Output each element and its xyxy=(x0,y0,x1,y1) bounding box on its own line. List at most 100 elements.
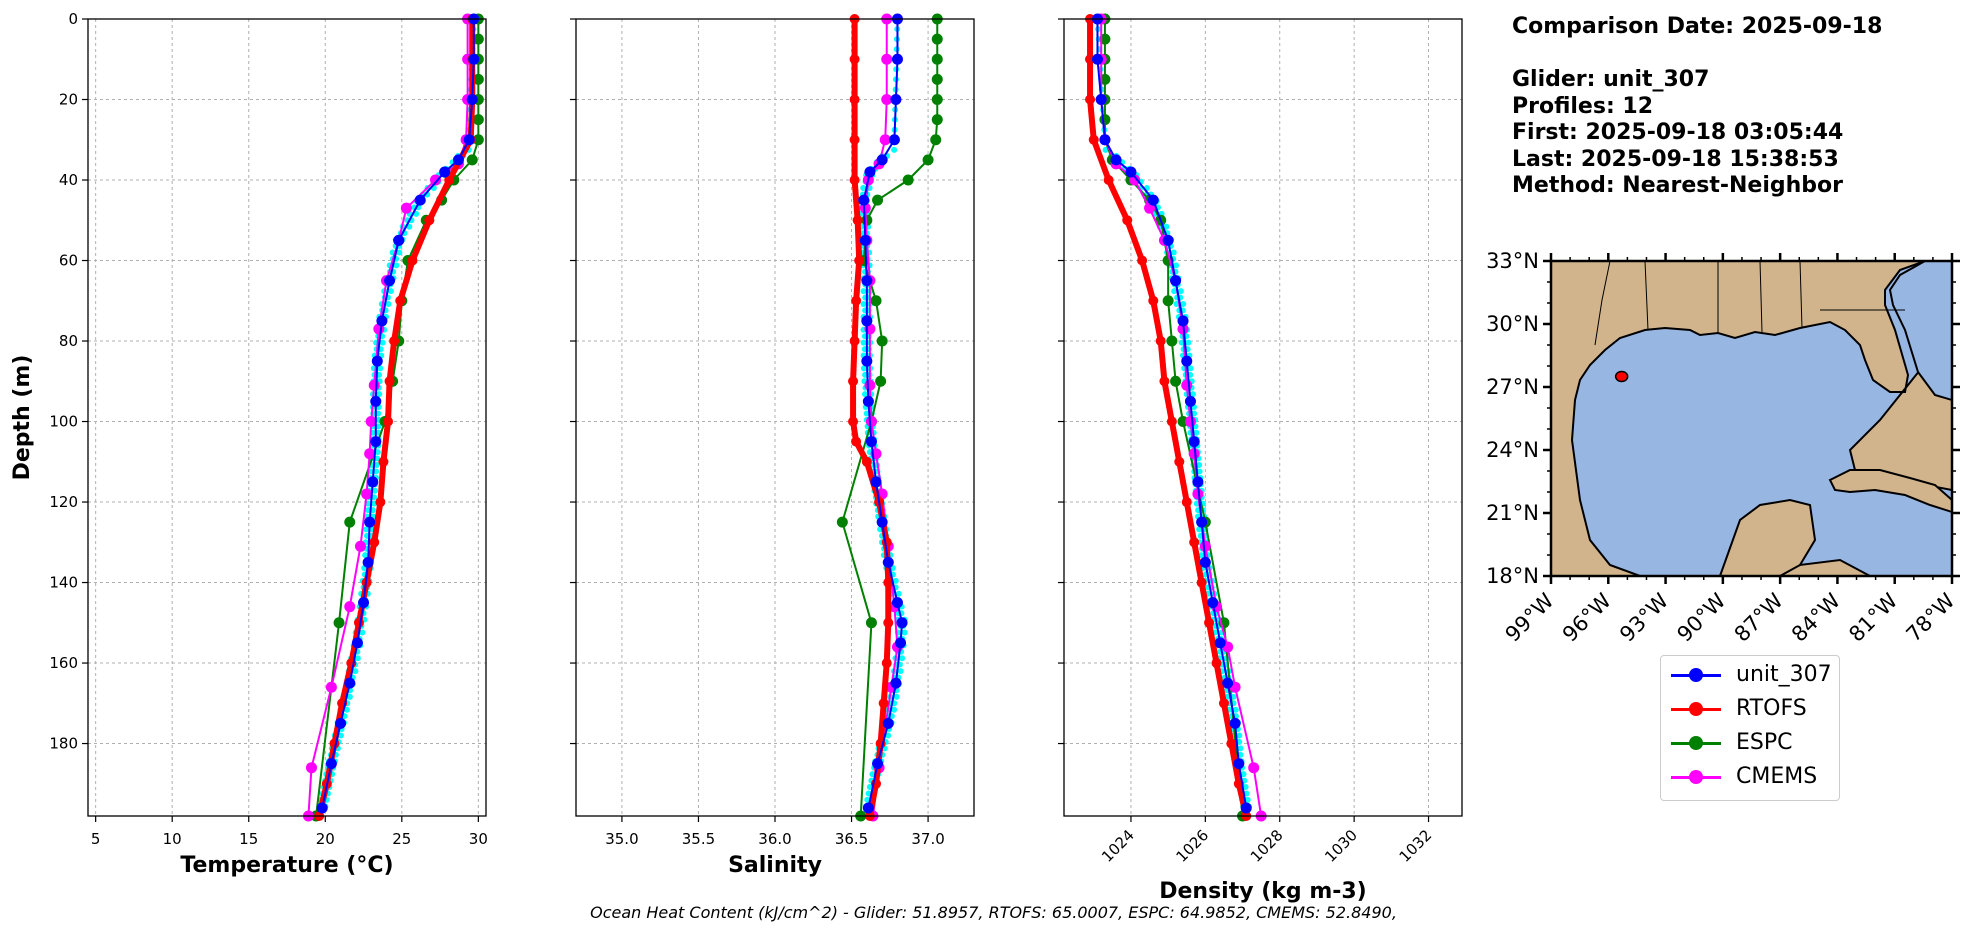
map-atlantic xyxy=(1888,261,1952,402)
data-point-espc xyxy=(865,617,877,629)
data-point-rtofs xyxy=(851,295,862,306)
data-point-unit-307 xyxy=(358,597,370,609)
data-point-rtofs xyxy=(883,577,894,588)
y-tick-label: 40 xyxy=(59,171,78,189)
data-point-unit-307 xyxy=(895,637,907,649)
data-point-rtofs xyxy=(849,94,860,105)
data-point-unit-307 xyxy=(370,436,382,448)
glider-raw-point xyxy=(373,468,380,475)
data-point-rtofs xyxy=(1181,497,1192,508)
data-point-unit-307 xyxy=(1181,355,1193,367)
map-cuba xyxy=(1828,469,1952,514)
data-point-cmems xyxy=(1181,379,1193,391)
data-point-espc xyxy=(466,154,478,166)
data-point-unit-307 xyxy=(335,717,347,729)
data-point-espc xyxy=(902,174,914,186)
data-point-espc xyxy=(931,33,943,45)
legend-label-rtofs: RTOFS xyxy=(1736,696,1807,721)
data-point-unit-307 xyxy=(896,617,908,629)
data-point-cmems xyxy=(305,762,317,774)
data-point-unit-307 xyxy=(468,53,480,65)
data-point-rtofs xyxy=(1122,215,1133,226)
data-point-espc xyxy=(922,154,934,166)
data-point-rtofs xyxy=(444,175,455,186)
glider-raw-point xyxy=(891,706,898,713)
data-point-espc xyxy=(1170,375,1182,387)
data-point-rtofs xyxy=(375,497,386,508)
data-point-rtofs xyxy=(849,336,860,347)
data-point-rtofs xyxy=(1155,336,1166,347)
glider-raw-point xyxy=(337,732,344,739)
legend-marker-rtofs xyxy=(1689,702,1703,716)
temperature-panel: 5 10 15 20 25 30 0 20 40 60 80 100 120 140 160 180 Tempe… xyxy=(10,10,488,878)
lat-tick-label: 30°N xyxy=(1486,312,1539,336)
data-point-rtofs xyxy=(1137,255,1148,266)
data-point-espc xyxy=(472,33,484,45)
data-point-rtofs xyxy=(384,376,395,387)
glider-raw-point xyxy=(1198,552,1205,559)
lon-tick-label: 90°W xyxy=(1672,588,1730,646)
glider-position-marker xyxy=(1614,370,1629,383)
data-point-rtofs xyxy=(848,416,859,427)
glider-raw-point xyxy=(1196,468,1203,475)
data-point-unit-307 xyxy=(890,94,902,106)
y-tick-label: 100 xyxy=(49,413,78,431)
data-point-rtofs xyxy=(389,336,400,347)
data-point-cmems xyxy=(864,379,876,391)
lon-tick-label: 99°W xyxy=(1501,588,1559,646)
data-point-unit-307 xyxy=(1229,717,1241,729)
data-point-rtofs xyxy=(383,416,394,427)
data-point-cmems xyxy=(865,416,877,428)
glider-raw-point xyxy=(1232,706,1239,713)
map-yucatan xyxy=(1718,498,1817,576)
x-tick-label: 5 xyxy=(91,830,101,848)
y-tick-label: 180 xyxy=(49,735,78,753)
series-line-rtofs xyxy=(316,19,476,817)
glider-raw-point xyxy=(372,487,379,494)
glider-raw-point xyxy=(1242,784,1249,791)
data-point-unit-307 xyxy=(370,395,382,407)
data-point-rtofs xyxy=(849,175,860,186)
x-tick-label: 30 xyxy=(469,830,488,848)
data-point-rtofs xyxy=(878,698,889,709)
data-point-unit-307 xyxy=(316,802,328,814)
legend-label-cmems: CMEMS xyxy=(1736,764,1818,789)
depth-axis-label: Depth (m) xyxy=(10,355,35,481)
glider-raw-point xyxy=(343,706,350,713)
data-point-espc xyxy=(472,73,484,85)
data-point-unit-307 xyxy=(859,234,871,246)
lat-tick-label: 18°N xyxy=(1486,564,1539,588)
data-point-unit-307 xyxy=(362,556,374,568)
first-time: First: 2025-09-18 03:05:44 xyxy=(1512,120,1844,145)
data-point-cmems xyxy=(368,379,380,391)
data-point-unit-307 xyxy=(876,154,888,166)
temperature-axis-label: Temperature (°C) xyxy=(180,853,393,878)
glider-raw-point xyxy=(1170,249,1177,256)
glider-raw-point xyxy=(1180,300,1187,307)
data-point-unit-307 xyxy=(376,315,388,327)
y-tick-label: 80 xyxy=(59,332,78,350)
data-point-rtofs xyxy=(1189,537,1200,548)
glider-raw-point xyxy=(899,655,906,662)
glider-raw-point xyxy=(1240,771,1247,778)
data-point-cmems xyxy=(1199,540,1211,552)
data-point-espc xyxy=(1166,335,1178,347)
data-point-espc xyxy=(344,516,356,528)
glider-raw-point xyxy=(362,552,369,559)
data-point-espc xyxy=(472,114,484,126)
glider-raw-point xyxy=(363,526,370,533)
glider-raw-point xyxy=(1236,732,1243,739)
x-tick-label: 37.0 xyxy=(911,830,944,848)
glider-raw-point xyxy=(354,655,361,662)
data-point-espc xyxy=(472,134,484,146)
series-line-unit-307 xyxy=(1096,19,1248,809)
data-point-cmems xyxy=(1188,448,1200,460)
data-point-unit-307 xyxy=(325,758,337,770)
data-point-cmems xyxy=(364,448,376,460)
x-tick-label: 15 xyxy=(239,830,258,848)
data-point-rtofs xyxy=(1218,698,1229,709)
data-point-unit-307 xyxy=(1207,597,1219,609)
data-point-unit-307 xyxy=(367,476,379,488)
glider-raw-point xyxy=(375,423,382,430)
glider-raw-point xyxy=(895,590,902,597)
